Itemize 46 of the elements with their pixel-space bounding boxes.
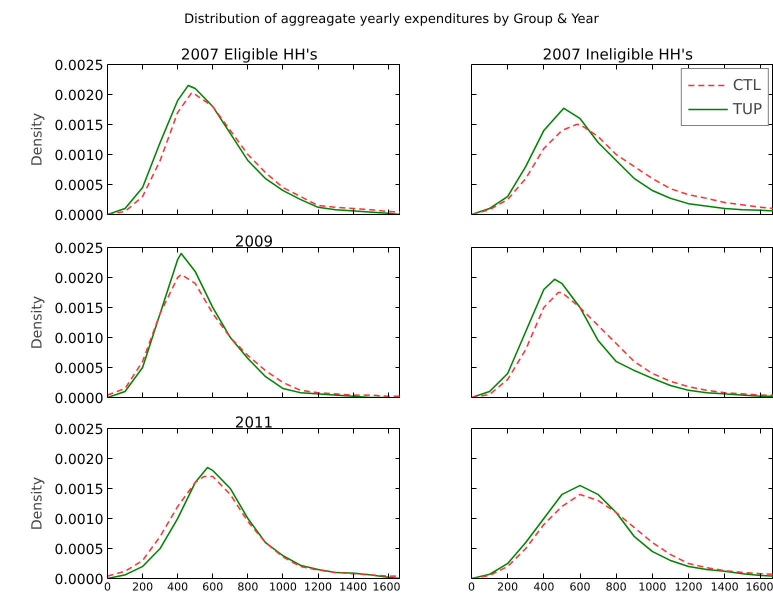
x-tick-label: 600 bbox=[570, 580, 591, 594]
y-tick-label: 0.0015 bbox=[54, 118, 104, 134]
y-axis-title: Density bbox=[30, 476, 46, 530]
x-tick-label: 400 bbox=[533, 580, 554, 594]
y-tick-label: 0.0020 bbox=[54, 452, 104, 468]
y-tick-label: 0.0010 bbox=[54, 512, 104, 528]
y-tick-label: 0.0025 bbox=[54, 241, 104, 257]
x-tick-label: 1000 bbox=[638, 580, 666, 594]
legend-label: CTL bbox=[732, 76, 761, 94]
y-tick-label: 0.0000 bbox=[54, 572, 104, 588]
x-tick-label: 1400 bbox=[339, 580, 368, 594]
x-tick-label: 800 bbox=[237, 580, 258, 594]
y-tick-label: 0.0025 bbox=[54, 422, 104, 438]
x-tick-label: 1200 bbox=[674, 580, 703, 594]
chart-title: 2007 Eligible HH's bbox=[180, 46, 318, 64]
y-tick-label: 0.0015 bbox=[54, 482, 104, 498]
y-tick-label: 0.0010 bbox=[54, 331, 104, 347]
chart-title: 2009 bbox=[234, 232, 274, 250]
x-tick-label: 1000 bbox=[268, 580, 297, 594]
y-axis-title: Density bbox=[30, 296, 46, 350]
x-tick-label: 200 bbox=[132, 580, 154, 594]
x-tick-label: 1600 bbox=[746, 580, 773, 594]
x-tick-label: 800 bbox=[606, 580, 627, 594]
y-tick-label: 0.0005 bbox=[54, 542, 104, 558]
x-tick-label: 0 bbox=[468, 580, 475, 594]
x-tick-label: 1600 bbox=[372, 580, 401, 594]
chart-title: 2007 Ineligible HH's bbox=[542, 46, 694, 64]
x-tick-label: 400 bbox=[167, 580, 188, 594]
y-tick-label: 0.0000 bbox=[54, 208, 104, 224]
y-tick-label: 0.0005 bbox=[54, 178, 104, 194]
y-tick-label: 0.0000 bbox=[54, 391, 104, 407]
y-tick-label: 0.0010 bbox=[54, 148, 104, 164]
x-tick-label: 1400 bbox=[710, 580, 739, 594]
x-tick-label: 600 bbox=[202, 580, 224, 594]
y-tick-label: 0.0020 bbox=[54, 88, 104, 104]
x-tick-label: 1200 bbox=[304, 580, 332, 594]
chart-title: 2011 bbox=[234, 414, 274, 432]
y-tick-label: 0.0025 bbox=[54, 58, 104, 74]
y-axis-title: Density bbox=[30, 112, 46, 166]
y-tick-label: 0.0005 bbox=[54, 361, 104, 377]
x-tick-label: 0 bbox=[104, 580, 111, 594]
legend-label: TUP bbox=[732, 100, 762, 118]
y-tick-label: 0.0020 bbox=[54, 271, 104, 287]
x-tick-label: 200 bbox=[497, 580, 518, 594]
text: Distribution of aggreagate yearly expenditures by Group & Year bbox=[184, 11, 599, 29]
y-tick-label: 0.0015 bbox=[54, 301, 104, 317]
